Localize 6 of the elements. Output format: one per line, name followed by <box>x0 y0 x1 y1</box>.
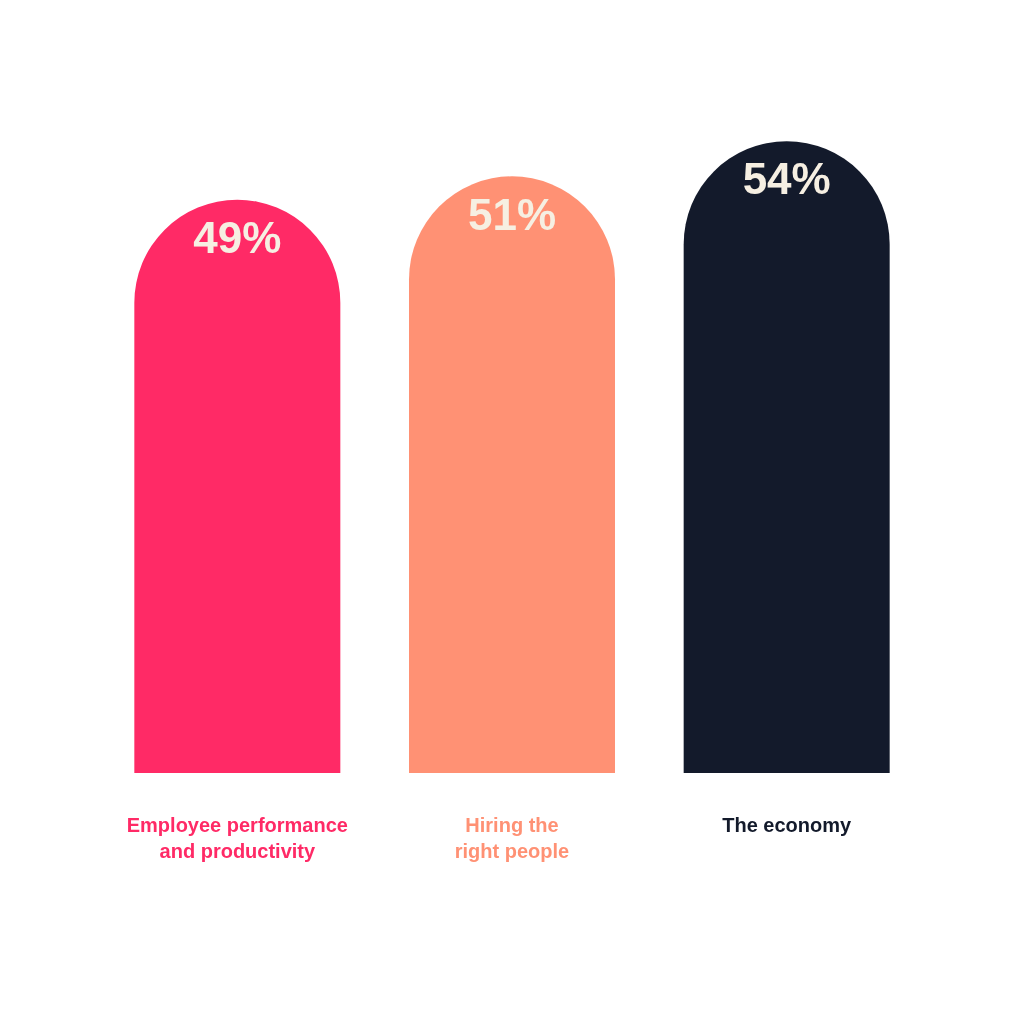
data-label: 49% <box>193 212 282 262</box>
x-tick-label: Hiring the right people <box>454 814 570 862</box>
data-label: 51% <box>467 189 557 239</box>
x-tick-label: The economy <box>722 814 852 836</box>
x-tick-label: Employee performance and productivity <box>126 814 348 862</box>
data-label: 54% <box>742 154 831 204</box>
